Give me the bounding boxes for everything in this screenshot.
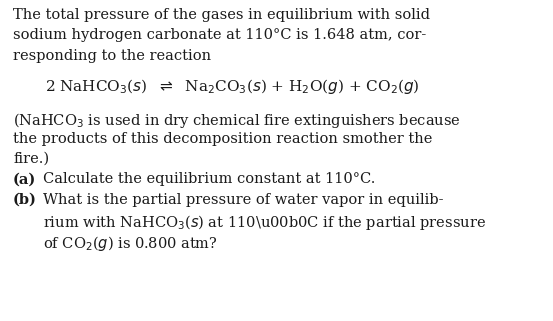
Text: (a): (a) [13, 172, 36, 187]
Text: sodium hydrogen carbonate at 110°C is 1.648 atm, cor-: sodium hydrogen carbonate at 110°C is 1.… [13, 29, 426, 42]
Text: of CO$_2$($g$) is 0.800 atm?: of CO$_2$($g$) is 0.800 atm? [43, 234, 218, 253]
Text: 2 NaHCO$_3$($s$)  $\rightleftharpoons$  Na$_2$CO$_3$($s$) + H$_2$O($g$) + CO$_2$: 2 NaHCO$_3$($s$) $\rightleftharpoons$ Na… [45, 77, 420, 97]
Text: What is the partial pressure of water vapor in equilib-: What is the partial pressure of water va… [43, 193, 444, 207]
Text: Calculate the equilibrium constant at 110°C.: Calculate the equilibrium constant at 11… [43, 172, 375, 187]
Text: fire.): fire.) [13, 152, 49, 166]
Text: (b): (b) [13, 193, 37, 207]
Text: The total pressure of the gases in equilibrium with solid: The total pressure of the gases in equil… [13, 8, 430, 22]
Text: (NaHCO$_3$ is used in dry chemical fire extinguishers because: (NaHCO$_3$ is used in dry chemical fire … [13, 111, 461, 130]
Text: responding to the reaction: responding to the reaction [13, 49, 211, 63]
Text: the products of this decomposition reaction smother the: the products of this decomposition react… [13, 132, 432, 145]
Text: rium with NaHCO$_3$($s$) at 110\u00b0C if the partial pressure: rium with NaHCO$_3$($s$) at 110\u00b0C i… [43, 213, 486, 232]
